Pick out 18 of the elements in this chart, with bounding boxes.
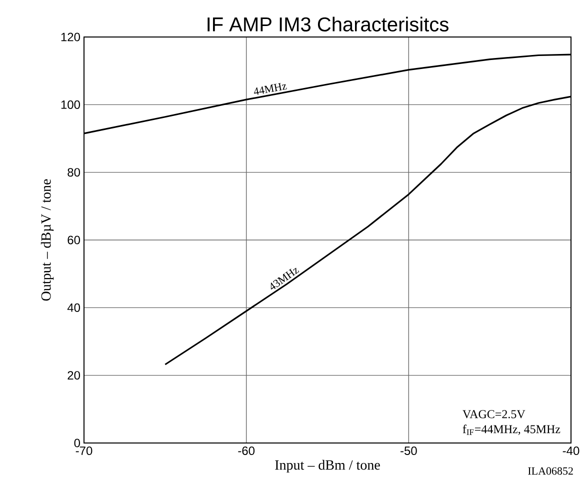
x-tick-label: -40	[562, 446, 580, 456]
chart-title: IF AMP IM3 Characterisitcs	[208, 16, 448, 32]
x-tick-label: -70	[76, 446, 92, 456]
y-tick-label: 60	[68, 236, 80, 244]
x-tick-label: -50	[400, 446, 417, 456]
y-tick-label: 80	[68, 168, 80, 177]
y-axis-title: Output – dBµV / tone	[40, 179, 54, 301]
annotation: f$_{IF}$=44MHz, 45MHz	[462, 424, 560, 435]
x-tick-label: -60	[238, 446, 255, 456]
text: 44MHz	[254, 82, 287, 95]
y-tick-label: 120	[61, 32, 80, 42]
x-axis-title: Input – dBm / tone	[275, 460, 380, 473]
y-tick-label: 100	[61, 100, 80, 109]
annotation: VAGC=2.5V	[462, 410, 526, 418]
text: ILA06852	[528, 467, 573, 475]
y-tick-label: 40	[67, 303, 80, 312]
y-tick-label: 20	[68, 371, 80, 380]
y-tick-label: 0	[74, 438, 80, 448]
